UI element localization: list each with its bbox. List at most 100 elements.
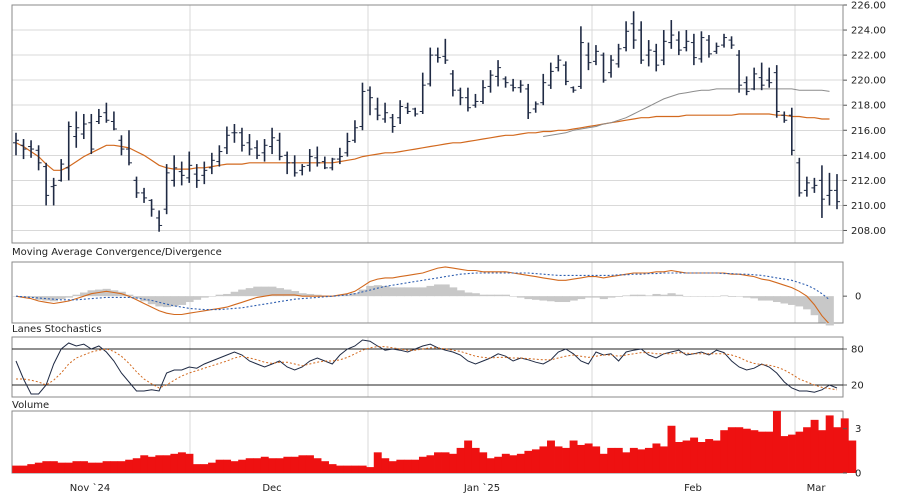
macd-histogram-bar <box>742 296 751 298</box>
ohlc-bar <box>412 107 419 117</box>
ohlc-bar <box>781 111 788 123</box>
macd-histogram-bar <box>57 296 66 300</box>
volume-bar <box>592 446 601 473</box>
macd-histogram-bar <box>471 293 480 297</box>
volume-bar <box>411 459 420 473</box>
macd-histogram-bar <box>125 294 134 297</box>
ohlc-bar <box>562 61 569 86</box>
macd-histogram-bar <box>366 285 375 297</box>
volume-bar <box>742 428 751 473</box>
ohlc-bar <box>766 67 773 88</box>
ohlc-bar <box>35 145 42 171</box>
volume-bar <box>373 452 382 473</box>
macd-histogram-bar <box>569 296 578 301</box>
volume-bar <box>238 459 247 473</box>
ohlc-bar <box>788 107 795 156</box>
volume-bar <box>471 447 480 473</box>
volume-bar <box>42 461 51 473</box>
ohlc-bar <box>495 60 502 87</box>
macd-histogram-bar <box>34 296 43 300</box>
ohlc-bar <box>419 72 426 114</box>
volume-bar <box>584 443 593 473</box>
ohlc-bar <box>721 33 728 48</box>
ohlc-bar <box>163 164 170 215</box>
volume-bar <box>80 461 88 473</box>
volume-bar <box>509 455 518 473</box>
ohlc-bar <box>751 67 758 91</box>
ohlc-bar <box>683 30 690 52</box>
ohlc-bar <box>585 42 592 71</box>
macd-histogram-bar <box>577 296 586 300</box>
ohlc-bar <box>517 80 524 93</box>
volume-bar <box>403 459 412 473</box>
volume-tick-label: 3 <box>855 424 861 435</box>
volume-bar <box>562 447 571 473</box>
macd-histogram-bar <box>757 296 767 301</box>
volume-bar <box>215 459 224 473</box>
x-axis-label: Mar <box>807 483 827 494</box>
volume-bar <box>848 440 857 473</box>
volume-bar <box>644 447 653 473</box>
ohlc-bar <box>254 140 261 160</box>
macd-histogram-bar <box>765 296 774 301</box>
macd-histogram-bar <box>705 296 714 297</box>
volume-bar <box>547 440 555 473</box>
ohlc-bar <box>382 102 389 123</box>
ohlc-bar <box>547 62 554 89</box>
volume-bar <box>486 458 495 473</box>
volume-bar <box>772 411 781 473</box>
volume-bar <box>155 455 164 473</box>
ohlc-bar <box>351 120 358 143</box>
volume-bar <box>87 462 96 473</box>
ohlc-bar <box>58 159 65 182</box>
ohlc-bar <box>510 78 517 92</box>
volume-bar <box>253 458 262 473</box>
macd-histogram-bar <box>298 293 307 297</box>
ohlc-bar <box>359 82 366 131</box>
volume-title: Volume <box>12 400 49 411</box>
macd-histogram-bar <box>735 296 744 297</box>
macd-histogram-bar <box>283 289 292 297</box>
ohlc-bar <box>834 174 840 210</box>
macd-histogram-bar <box>230 291 239 297</box>
ohlc-bar <box>276 132 283 161</box>
macd-histogram-bar <box>509 296 518 297</box>
macd-histogram-bar <box>49 296 59 302</box>
macd-histogram-bar <box>403 287 413 297</box>
ohlc-bar <box>442 38 449 64</box>
macd-histogram-bar <box>313 294 322 297</box>
macd-histogram-bar <box>584 296 593 298</box>
macd-histogram-bar <box>305 293 315 297</box>
ohlc-bar <box>306 149 313 172</box>
volume-bar <box>637 449 646 473</box>
volume-bar <box>652 443 661 473</box>
ohlc-bar <box>314 146 321 167</box>
ohlc-bar <box>13 132 19 156</box>
x-axis-label: Jan `25 <box>463 482 500 494</box>
volume-bar <box>185 453 194 473</box>
ohlc-bar <box>20 139 27 160</box>
volume-bar <box>810 419 819 473</box>
stochastic-panel: Lanes Stochastics 20 80 <box>11 324 864 398</box>
ohlc-bar <box>148 199 155 217</box>
macd-histogram-bar <box>64 296 74 298</box>
volume-bar <box>245 458 254 473</box>
ohlc-bar <box>570 86 577 93</box>
volume-bar <box>456 447 465 473</box>
macd-signal-line <box>15 272 830 311</box>
volume-bar <box>569 440 578 473</box>
volume-bar <box>298 455 307 473</box>
ohlc-bar <box>299 164 306 176</box>
ohlc-bar <box>623 21 630 52</box>
ohlc-bar <box>449 70 456 97</box>
macd-histogram-bar <box>155 296 164 307</box>
volume-bar <box>614 447 623 473</box>
x-axis-label: Dec <box>262 483 281 494</box>
macd-histogram-bar <box>524 296 533 300</box>
price-tick-label: 214.00 <box>851 151 886 162</box>
macd-histogram-bar <box>494 294 503 297</box>
ohlc-bar <box>630 11 637 49</box>
volume-bar <box>321 461 329 473</box>
macd-histogram-bar <box>788 296 797 305</box>
macd-histogram-bar <box>275 288 284 297</box>
